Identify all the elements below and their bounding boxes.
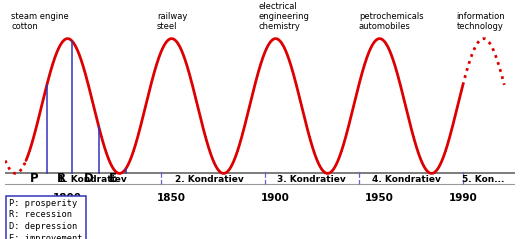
Text: 5. Kon...: 5. Kon... bbox=[462, 175, 505, 184]
Text: 1900: 1900 bbox=[261, 193, 290, 203]
Text: D: D bbox=[84, 172, 93, 185]
Text: 4. Kondratiev: 4. Kondratiev bbox=[372, 175, 441, 184]
Text: 1950: 1950 bbox=[365, 193, 394, 203]
Text: 1. Kondratiev: 1. Kondratiev bbox=[58, 175, 127, 184]
Text: information
technology: information technology bbox=[457, 12, 505, 32]
Text: petrochemicals
automobiles: petrochemicals automobiles bbox=[359, 12, 423, 32]
Text: P: prosperity
R: recession
D: depression
E: improvement: P: prosperity R: recession D: depression… bbox=[9, 199, 83, 239]
Text: 1800: 1800 bbox=[53, 193, 82, 203]
Text: electrical
engineering
chemistry: electrical engineering chemistry bbox=[259, 2, 310, 32]
Text: 1990: 1990 bbox=[448, 193, 477, 203]
Text: 1850: 1850 bbox=[157, 193, 186, 203]
Text: 2. Kondratiev: 2. Kondratiev bbox=[175, 175, 243, 184]
Text: R: R bbox=[57, 172, 66, 185]
Text: 3. Kondratiev: 3. Kondratiev bbox=[277, 175, 345, 184]
Text: E: E bbox=[109, 172, 118, 185]
Text: steam engine
cotton: steam engine cotton bbox=[11, 12, 69, 32]
Text: railway
steel: railway steel bbox=[157, 12, 187, 32]
Text: P: P bbox=[30, 172, 38, 185]
